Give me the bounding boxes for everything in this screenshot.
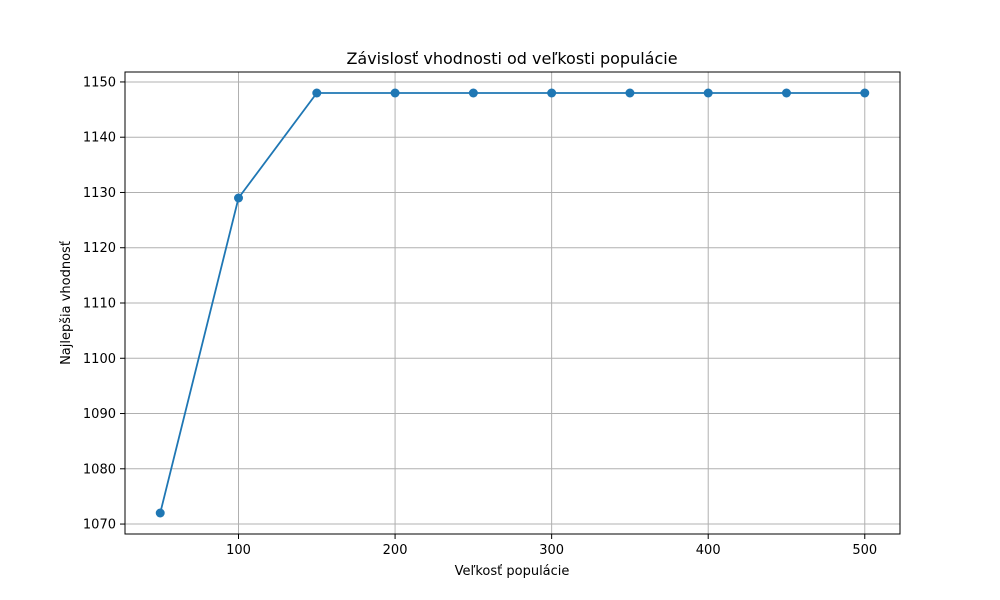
y-axis-label: Najlepšia vhodnosť bbox=[59, 241, 74, 365]
x-tick-label: 400 bbox=[696, 543, 721, 558]
y-tick-label: 1090 bbox=[83, 407, 116, 422]
y-tick-label: 1130 bbox=[83, 186, 116, 201]
data-point bbox=[234, 193, 244, 203]
y-tick-label: 1100 bbox=[83, 352, 116, 367]
x-tick-label: 300 bbox=[539, 543, 564, 558]
data-point bbox=[781, 88, 791, 98]
x-tick-label: 100 bbox=[226, 543, 251, 558]
x-tick-label: 200 bbox=[383, 543, 408, 558]
x-axis-label: Veľkosť populácie bbox=[455, 564, 570, 579]
data-point bbox=[312, 88, 322, 98]
data-point bbox=[468, 88, 478, 98]
y-tick-label: 1120 bbox=[83, 241, 116, 256]
y-tick-label: 1070 bbox=[83, 518, 116, 533]
y-tick-label: 1150 bbox=[83, 75, 116, 90]
x-tick-label: 500 bbox=[852, 543, 877, 558]
data-point bbox=[547, 88, 557, 98]
data-points bbox=[155, 88, 870, 518]
y-tick-label: 1080 bbox=[83, 462, 116, 477]
y-tick-label: 1140 bbox=[83, 131, 116, 146]
data-point bbox=[625, 88, 635, 98]
series-line bbox=[159, 92, 865, 514]
data-point bbox=[155, 508, 165, 518]
y-axis-ticks: 1070 1080 1090 1100 1110 1120 1130 1140 1150 bbox=[83, 75, 125, 533]
data-point bbox=[390, 88, 400, 98]
chart-title: Závislosť vhodnosti od veľkosti populáci… bbox=[346, 49, 677, 68]
data-point bbox=[703, 88, 713, 98]
y-tick-label: 1110 bbox=[83, 297, 116, 312]
grid bbox=[125, 72, 900, 534]
x-axis-ticks: 100 200 300 400 500 bbox=[226, 534, 877, 558]
series-polyline bbox=[159, 92, 865, 514]
data-point bbox=[860, 88, 870, 98]
